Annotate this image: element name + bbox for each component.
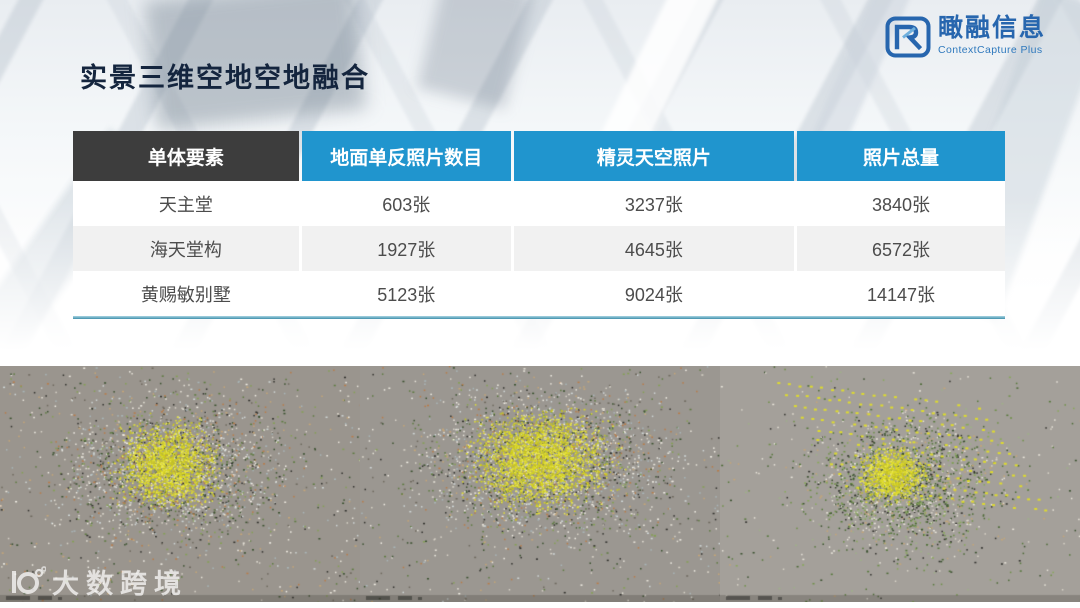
table-header-total-photos: 照片总量 — [797, 131, 1005, 181]
table-header-drone-photos: 精灵天空照片 — [513, 131, 795, 181]
table-row: 海天堂构 1927张 4645张 6572张 — [73, 226, 1005, 271]
pointcloud-haitiantanggou — [360, 366, 720, 602]
pointcloud-strip — [0, 366, 1080, 602]
table-cell: 1927张 — [301, 226, 511, 271]
table-header-ground-photos: 地面单反照片数目 — [301, 131, 511, 181]
table-header-element: 单体要素 — [73, 131, 299, 181]
table-cell: 603张 — [382, 194, 431, 215]
table-cell: 海天堂构 — [73, 226, 299, 271]
table-cell: 9024张 — [624, 284, 683, 305]
table-cell: 黄赐敏别墅 — [140, 284, 231, 305]
page-title: 实景三维空地空地融合 — [80, 63, 370, 93]
brand-logo: 瞰融信息 ContextCapture Plus — [885, 16, 1046, 58]
table-underline — [73, 316, 1005, 319]
table-cell: 14147张 — [866, 284, 936, 305]
table-cell: 6572张 — [797, 226, 1005, 271]
table-row: 黄赐敏别墅 5123张 9024张 14147张 — [73, 271, 1005, 316]
table-cell: 5123张 — [377, 284, 436, 305]
pointcloud-huangciminbieshu — [720, 366, 1080, 602]
brand-name: 瞰融信息 — [937, 14, 1046, 42]
pointcloud-tianzhutang — [0, 366, 360, 602]
table-cell: 3840张 — [871, 194, 931, 215]
table-cell: 天主堂 — [158, 194, 213, 215]
table-cell: 4645张 — [513, 226, 795, 271]
table-row: 天主堂 603张 3237张 3840张 — [73, 181, 1005, 226]
table-header-row: 单体要素 地面单反照片数目 精灵天空照片 照片总量 — [73, 131, 1005, 181]
photo-count-table: 单体要素 地面单反照片数目 精灵天空照片 照片总量 天主堂 603张 3237张… — [73, 131, 1005, 319]
brand-logo-icon — [885, 16, 931, 58]
table-cell: 3237张 — [624, 194, 683, 215]
brand-subtitle: ContextCapture Plus — [937, 44, 1043, 56]
